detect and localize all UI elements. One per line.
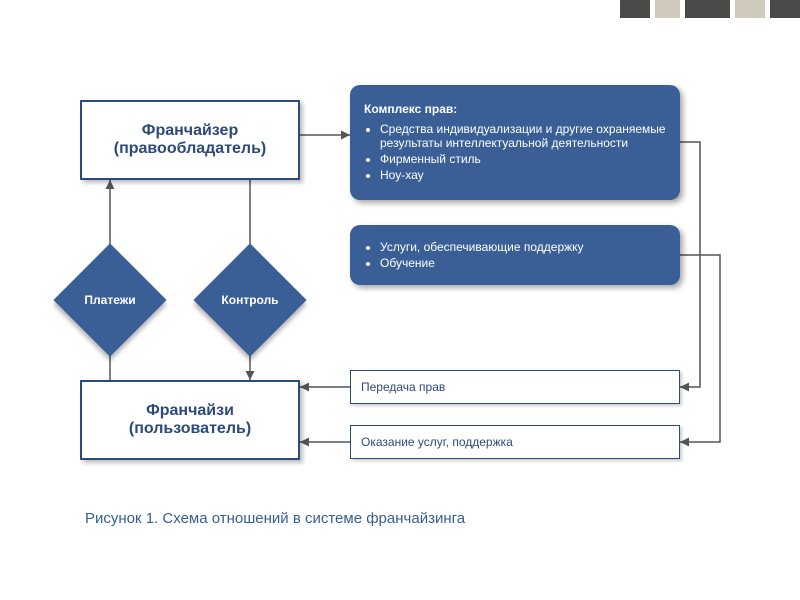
franchisee-box: Франчайзи (пользователь): [80, 380, 300, 460]
decorative-stripes: [0, 0, 800, 24]
support-box: Оказание услуг, поддержка: [350, 425, 680, 459]
payments-label: Платежи: [84, 293, 135, 307]
services-item: Обучение: [380, 256, 666, 270]
services-box: Услуги, обеспечивающие поддержку Обучени…: [350, 225, 680, 285]
rights-item: Фирменный стиль: [380, 152, 666, 166]
transfer-label: Передача прав: [361, 380, 445, 394]
support-label: Оказание услуг, поддержка: [361, 435, 513, 449]
payments-diamond: Платежи: [70, 260, 150, 340]
franchisee-sub: (пользователь): [129, 420, 251, 438]
rights-item: Ноу-хау: [380, 168, 666, 182]
franchise-diagram: Франчайзер (правообладатель) Франчайзи (…: [50, 80, 750, 570]
rights-title: Комплекс прав:: [364, 102, 666, 116]
franchisor-title: Франчайзер: [114, 122, 267, 140]
franchisor-box: Франчайзер (правообладатель): [80, 100, 300, 180]
control-label: Контроль: [221, 293, 278, 307]
rights-box: Комплекс прав: Средства индивидуализации…: [350, 85, 680, 200]
franchisor-sub: (правообладатель): [114, 140, 267, 158]
control-diamond: Контроль: [210, 260, 290, 340]
services-item: Услуги, обеспечивающие поддержку: [380, 240, 666, 254]
franchisee-title: Франчайзи: [129, 402, 251, 420]
figure-caption: Рисунок 1. Схема отношений в системе фра…: [85, 510, 465, 527]
transfer-box: Передача прав: [350, 370, 680, 404]
rights-item: Средства индивидуализации и другие охран…: [380, 122, 666, 150]
